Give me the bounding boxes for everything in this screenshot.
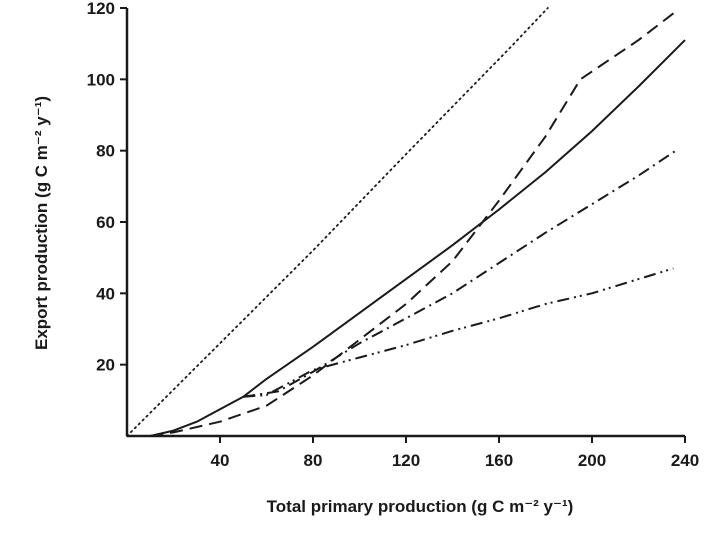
series-line-dash-dot	[243, 149, 677, 398]
x-tick-label: 40	[211, 451, 230, 470]
axes	[125, 8, 685, 438]
series-line-solid	[150, 39, 686, 437]
series-line-dotted	[126, 7, 549, 437]
y-tick-label: 60	[96, 213, 115, 232]
ticks: 40 80 120 160 200 240 20 40 60 80 100 120	[87, 0, 700, 470]
x-tick-label: 80	[304, 451, 323, 470]
y-tick-label: 40	[96, 284, 115, 303]
x-tick-label: 120	[392, 451, 420, 470]
y-tick-label: 20	[96, 356, 115, 375]
y-tick-label: 80	[96, 142, 115, 161]
x-tick-label: 160	[485, 451, 513, 470]
series-line-dash-dot-dot	[243, 267, 674, 398]
series-layer	[126, 7, 686, 437]
x-tick-label: 200	[578, 451, 606, 470]
y-tick-label: 120	[87, 0, 115, 18]
y-tick-label: 100	[87, 70, 115, 89]
y-axis-label: Export production (g C m⁻² y⁻¹)	[32, 96, 51, 350]
x-tick-label: 240	[671, 451, 699, 470]
x-axis-label: Total primary production (g C m⁻² y⁻¹)	[267, 497, 574, 516]
series-line-dashed	[150, 10, 677, 437]
